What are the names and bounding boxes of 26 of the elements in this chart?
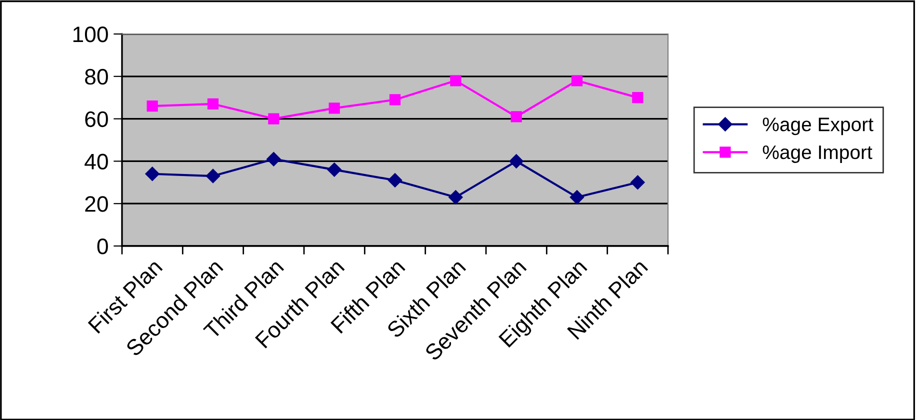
point xyxy=(327,162,342,177)
point xyxy=(328,102,340,114)
point xyxy=(389,94,401,106)
y-tick-label: 20 xyxy=(85,196,108,212)
point xyxy=(266,152,281,166)
point xyxy=(450,75,462,86)
point xyxy=(207,98,219,110)
point xyxy=(145,166,160,181)
y-tick-label: 0 xyxy=(97,238,108,254)
y-tick-label: 80 xyxy=(85,68,108,85)
point xyxy=(571,75,583,86)
point xyxy=(146,100,158,112)
point xyxy=(630,175,645,190)
y-tick-label: 40 xyxy=(84,154,108,170)
y-tick-label: 60 xyxy=(85,111,108,128)
legend-label: %age Import xyxy=(762,145,872,163)
point xyxy=(632,92,644,104)
point xyxy=(510,111,522,122)
point xyxy=(509,154,524,168)
point xyxy=(206,168,220,184)
point xyxy=(570,190,584,204)
legend-label: %age Export xyxy=(762,118,874,136)
point xyxy=(388,173,402,188)
y-tick-label: 100 xyxy=(73,26,108,42)
point xyxy=(268,113,280,124)
point xyxy=(448,190,463,204)
